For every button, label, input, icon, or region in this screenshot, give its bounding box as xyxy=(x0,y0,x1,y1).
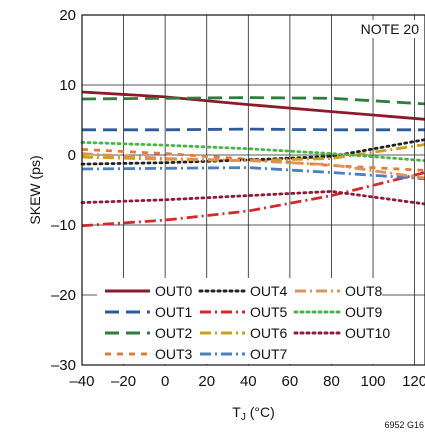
legend-label-out4: OUT4 xyxy=(250,283,288,299)
legend-label-out3: OUT3 xyxy=(155,346,193,362)
legend-label-out1: OUT1 xyxy=(155,304,193,320)
legend-label-out9: OUT9 xyxy=(345,304,383,320)
x-axis-label-unit: (°C) xyxy=(246,404,275,420)
y-tick-label: 10 xyxy=(59,77,76,94)
x-tick-label: 20 xyxy=(198,373,215,390)
y-tick-label: –30 xyxy=(51,357,76,374)
x-tick-label: 120 xyxy=(402,373,425,390)
legend-label-out6: OUT6 xyxy=(250,325,288,341)
legend-label-out7: OUT7 xyxy=(250,346,288,362)
y-tick-label: –10 xyxy=(51,217,76,234)
legend-label-out2: OUT2 xyxy=(155,325,193,341)
x-tick-labels: –40 –20 0 20 40 60 80 100 120 xyxy=(69,373,425,390)
x-tick-label: 60 xyxy=(282,373,299,390)
x-tick-label: 100 xyxy=(361,373,386,390)
x-tick-label: 80 xyxy=(323,373,340,390)
x-tick-label: –40 xyxy=(69,373,94,390)
x-tick-label: 40 xyxy=(240,373,257,390)
legend-label-out8: OUT8 xyxy=(345,283,383,299)
y-tick-label: 20 xyxy=(59,7,76,24)
y-tick-label: –20 xyxy=(51,287,76,304)
x-tick-label: –20 xyxy=(111,373,136,390)
y-tick-label: 0 xyxy=(68,147,76,164)
legend-label-out0: OUT0 xyxy=(155,283,193,299)
legend-label-out5: OUT5 xyxy=(250,304,288,320)
note-label: NOTE 20 xyxy=(361,21,420,37)
figure-id: 6952 G16 xyxy=(384,420,424,430)
y-axis-label: SKEW (ps) xyxy=(27,155,43,224)
legend: OUT0 OUT1 OUT2 OUT3 OUT4 OUT5 OUT6 OUT7 OUT8 OUT9… xyxy=(97,278,390,364)
legend-label-out10: OUT10 xyxy=(345,325,390,341)
x-tick-label: 0 xyxy=(161,373,169,390)
